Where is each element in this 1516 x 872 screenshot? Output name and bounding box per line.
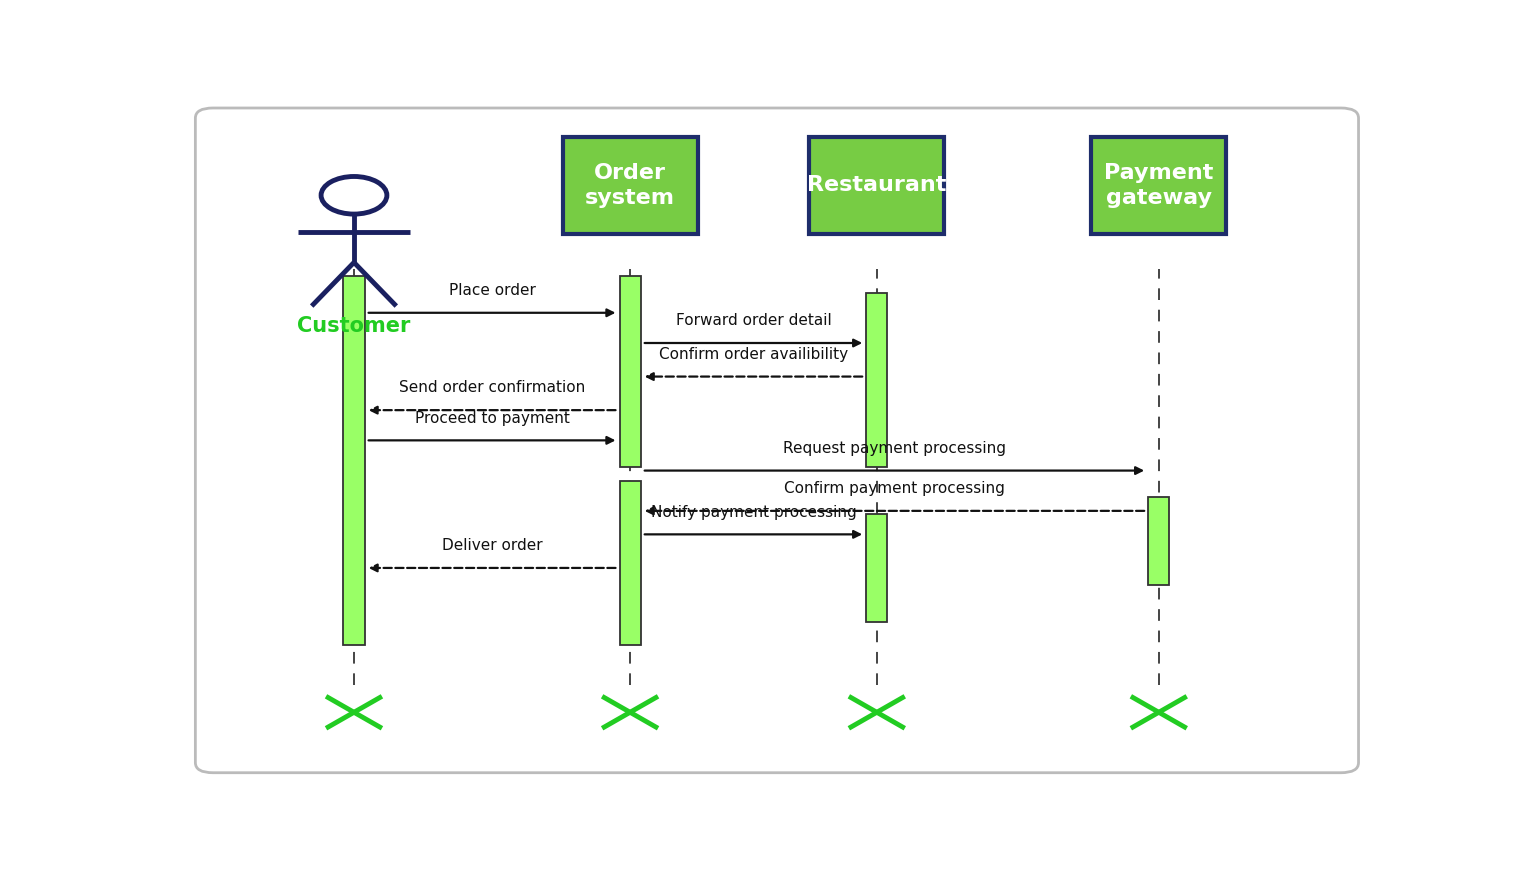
Text: Restaurant: Restaurant	[807, 175, 946, 195]
FancyBboxPatch shape	[196, 108, 1358, 773]
Bar	[866, 514, 887, 622]
Bar	[620, 480, 641, 645]
Text: Proceed to payment: Proceed to payment	[414, 411, 570, 426]
Bar	[1092, 137, 1226, 234]
Bar	[344, 276, 364, 645]
Text: Customer: Customer	[297, 317, 411, 336]
Bar	[1148, 497, 1169, 585]
Text: Forward order detail: Forward order detail	[676, 313, 831, 328]
Bar	[866, 293, 887, 467]
Text: Confirm payment processing: Confirm payment processing	[784, 481, 1005, 496]
Bar	[562, 137, 697, 234]
Text: Place order: Place order	[449, 283, 535, 298]
Text: Notify payment processing: Notify payment processing	[650, 505, 857, 520]
Text: Order
system: Order system	[585, 163, 675, 208]
Text: Confirm order availibility: Confirm order availibility	[659, 347, 847, 362]
Bar	[620, 276, 641, 467]
Text: Deliver order: Deliver order	[441, 538, 543, 553]
Text: Send order confirmation: Send order confirmation	[399, 380, 585, 395]
Bar	[810, 137, 944, 234]
Text: Payment
gateway: Payment gateway	[1104, 163, 1213, 208]
Text: Request payment processing: Request payment processing	[782, 441, 1007, 456]
